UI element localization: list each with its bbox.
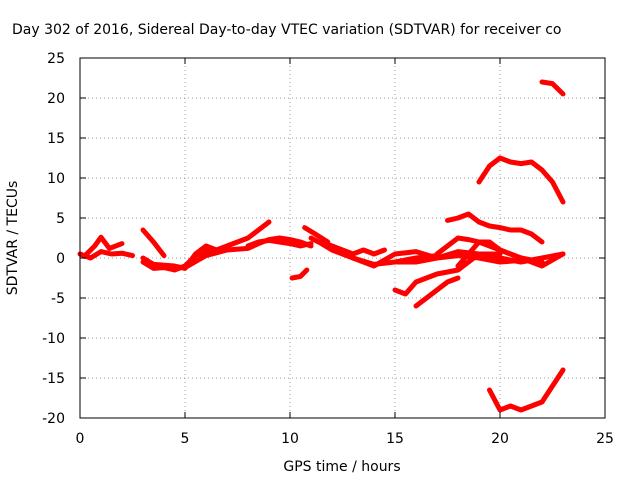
series-arc-19 [476, 155, 566, 205]
y-axis-label: SDTVAR / TECUs [5, 181, 21, 296]
x-tick-label: 0 [76, 431, 85, 447]
series-arc-11 [319, 239, 387, 257]
y-tick-label: -5 [51, 291, 65, 307]
y-tick-label: 15 [47, 131, 65, 147]
series-arc-14 [392, 251, 503, 297]
y-tick-label: -15 [42, 371, 65, 387]
series-arc-17 [455, 239, 566, 269]
series-arc-3 [140, 227, 167, 259]
series-arc-20 [539, 79, 566, 97]
series-arc-8 [289, 267, 310, 281]
series-arc-1 [77, 249, 135, 261]
y-tick-label: 20 [47, 91, 65, 107]
y-tick-label: 10 [47, 171, 65, 187]
y-tick-label: 25 [47, 51, 65, 67]
series-arc-2 [81, 234, 125, 259]
y-tick-label: 5 [56, 211, 65, 227]
x-axis-label: GPS time / hours [283, 459, 400, 475]
axis-ticks: 0 5 10 15 20 25 -20 -15 -10 -5 0 5 10 15 20 25 [42, 51, 614, 447]
series-arc-18 [445, 211, 545, 245]
y-tick-label: -10 [42, 331, 65, 347]
plot-frame [79, 57, 606, 419]
series-arc-9 [302, 225, 331, 245]
series-arc-5 [140, 219, 272, 271]
x-tick-label: 20 [491, 431, 509, 447]
y-tick-label: -20 [42, 411, 65, 427]
series-arc-15 [413, 275, 461, 309]
x-tick-label: 15 [386, 431, 404, 447]
grid-lines [80, 58, 605, 418]
chart-title: Day 302 of 2016, Sidereal Day-to-day VTE… [12, 22, 561, 38]
series-arc-21 [487, 367, 566, 413]
x-tick-label: 25 [596, 431, 614, 447]
data-series [77, 79, 566, 413]
x-tick-label: 10 [281, 431, 299, 447]
series-arc-7 [245, 237, 314, 249]
y-tick-label: 0 [56, 251, 65, 267]
x-tick-label: 5 [181, 431, 190, 447]
